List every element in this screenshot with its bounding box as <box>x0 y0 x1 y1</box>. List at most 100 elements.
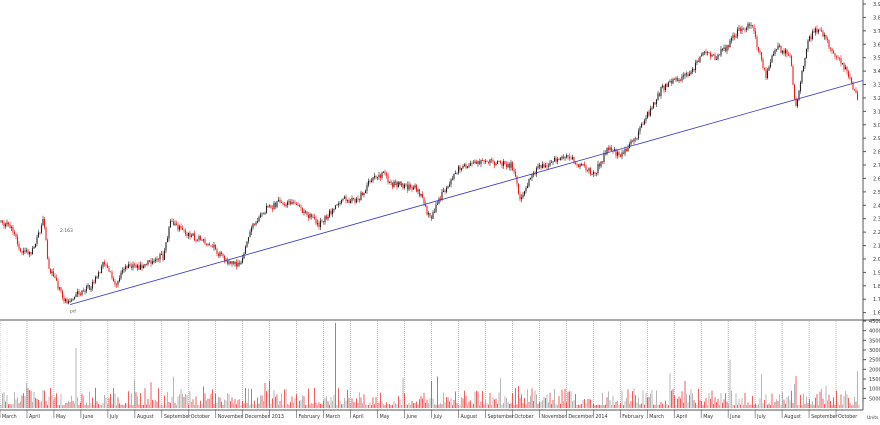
candle-body <box>819 29 821 31</box>
candle-body <box>246 241 248 247</box>
volume-bar <box>480 401 482 408</box>
candle-body <box>541 164 544 169</box>
volume-bar <box>329 404 330 408</box>
candle-body <box>829 47 832 49</box>
volume-bar <box>201 403 203 408</box>
volume-bar <box>798 404 800 408</box>
candle-body <box>411 187 413 190</box>
candle-body <box>241 258 244 263</box>
candle-body <box>577 164 580 167</box>
candle-body <box>103 261 106 265</box>
month-label: August <box>784 414 801 420</box>
volume-bar <box>153 401 155 408</box>
candle-body <box>723 47 725 50</box>
volume-bar <box>485 399 486 408</box>
volume-bar <box>155 400 156 408</box>
volume-bar <box>774 401 776 408</box>
candle-body <box>805 49 808 58</box>
volume-bar <box>746 405 747 408</box>
price-tick-label: 3.5 <box>873 56 880 62</box>
candle-body <box>592 171 595 175</box>
candle-body <box>553 157 556 162</box>
volume-bar <box>608 391 609 408</box>
candle-body <box>645 117 647 121</box>
volume-bar <box>761 374 762 408</box>
volume-bar <box>327 401 329 408</box>
candle-body <box>301 208 304 213</box>
volume-bar <box>569 391 570 408</box>
volume-bar <box>840 394 842 408</box>
candle-body <box>390 181 392 183</box>
candle-body <box>574 162 577 164</box>
candle-body <box>733 35 736 38</box>
volume-bar <box>444 401 446 408</box>
candle-body <box>567 155 569 157</box>
candle-body <box>817 29 820 33</box>
volume-bar <box>467 404 468 408</box>
month-label: April <box>676 414 687 420</box>
candle-body <box>306 211 308 216</box>
candle-body <box>505 164 508 168</box>
candle-body <box>286 202 289 205</box>
candle-body <box>507 163 509 168</box>
volume-bar <box>218 396 219 408</box>
candle-body <box>750 25 752 26</box>
candle-body <box>777 45 779 50</box>
candle-body <box>214 244 217 250</box>
volume-bar <box>548 402 549 408</box>
volume-bar <box>836 390 837 408</box>
candle-body <box>313 216 316 219</box>
volume-bar <box>536 394 537 408</box>
candle-body <box>739 28 742 31</box>
month-label: May <box>380 414 390 420</box>
candle-body <box>292 201 295 203</box>
volume-tick-label: 25000 <box>869 358 880 364</box>
price-tick-label: 1.8 <box>873 284 880 290</box>
price-tick-label: 3.1 <box>873 109 880 115</box>
volume-bar <box>303 396 305 408</box>
volume-bar <box>63 405 65 408</box>
volume-bar <box>825 385 827 408</box>
volume-bar <box>471 405 473 408</box>
volume-bar <box>492 397 494 408</box>
volume-tick-label: 35000 <box>869 338 880 344</box>
volume-bar <box>354 402 356 408</box>
volume-bar <box>567 391 569 408</box>
volume-bar <box>426 399 428 408</box>
candle-body <box>669 80 671 83</box>
candle-body <box>841 63 844 64</box>
volume-bar <box>842 404 843 408</box>
candle-body <box>793 84 796 99</box>
volume-bar <box>146 404 147 408</box>
candle-body <box>46 240 49 259</box>
candle-body <box>582 163 584 165</box>
volume-bar <box>350 403 351 408</box>
volume-bar <box>452 405 453 408</box>
volume-bar <box>692 393 693 408</box>
candle-body <box>376 177 379 178</box>
candle-body <box>132 264 134 268</box>
volume-bar <box>395 403 396 408</box>
candle-body <box>820 30 823 32</box>
candle-body <box>586 170 589 171</box>
volume-bar <box>69 402 71 408</box>
volume-bar <box>474 391 476 408</box>
candle-body <box>468 165 470 167</box>
candle-body <box>76 291 79 295</box>
volume-bar <box>429 398 431 408</box>
volume-bar <box>713 404 714 408</box>
candle-body <box>496 160 499 164</box>
volume-bar <box>225 400 227 408</box>
candle-body <box>366 185 368 191</box>
candle-body <box>490 159 493 161</box>
candle-body <box>120 272 122 279</box>
volume-bar <box>462 398 464 408</box>
volume-bar <box>824 403 825 408</box>
candle-body <box>228 261 230 264</box>
volume-bar <box>506 398 507 408</box>
volume-bar <box>51 395 53 408</box>
volume-bar <box>333 395 335 408</box>
month-label: November <box>541 414 566 420</box>
candle-body <box>373 175 376 178</box>
candle-body <box>469 163 472 166</box>
